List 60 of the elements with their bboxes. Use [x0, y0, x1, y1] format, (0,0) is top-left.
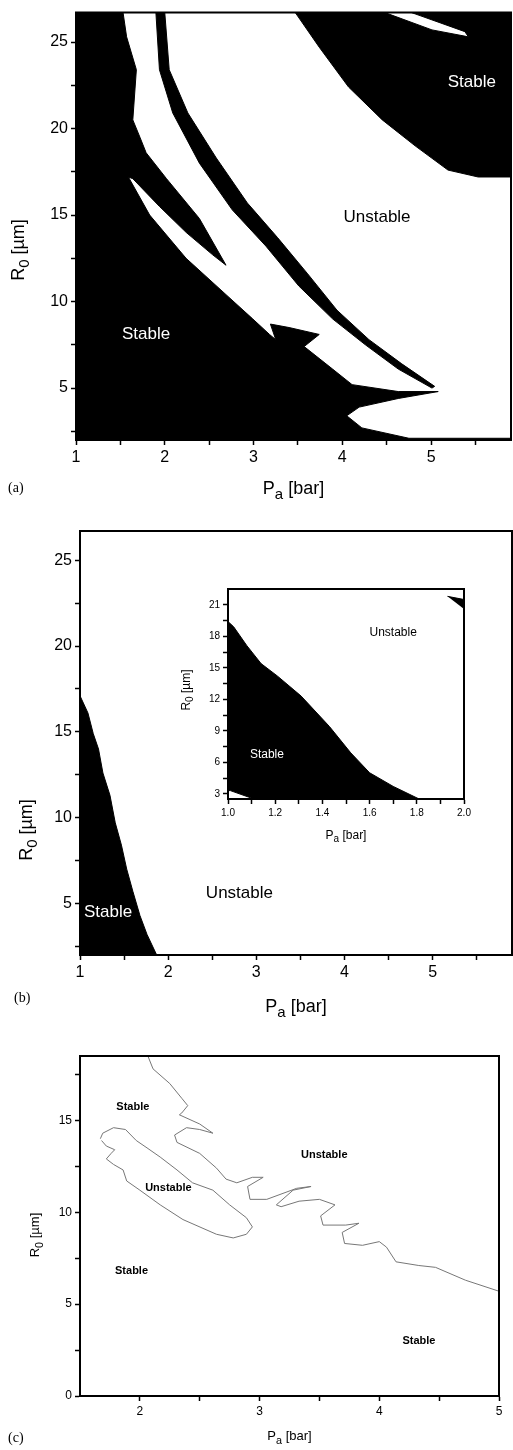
- y-tick-label: 18: [208, 630, 221, 641]
- y-tick-label: 3: [214, 787, 221, 799]
- x-tick-label: 1.6: [362, 806, 377, 818]
- annotation: Unstable: [205, 882, 273, 902]
- y-tick-label: 5: [63, 893, 73, 911]
- y-tick-label: 10: [54, 808, 73, 826]
- annotation: Stable: [115, 1263, 149, 1276]
- x-tick-label: 5: [426, 448, 436, 466]
- annotation: Unstable: [369, 625, 418, 640]
- annotation: Stable: [116, 1100, 150, 1113]
- annotation: Stable: [249, 747, 285, 762]
- y-tick-label: 15: [208, 661, 221, 673]
- y-tick-label: 15: [58, 1112, 73, 1127]
- x-axis-title: P$_{a}$ [bar]: [262, 478, 325, 502]
- annotation: Stable: [402, 1333, 436, 1346]
- x-tick-label: 4: [375, 1403, 383, 1418]
- x-tick-label: 3: [249, 448, 259, 466]
- annotation: Unstable: [145, 1181, 192, 1194]
- y-tick-label: 25: [50, 32, 69, 50]
- y-tick-label: 6: [214, 756, 221, 767]
- y-tick-label: 5: [59, 378, 69, 396]
- y-tick-label: 20: [54, 636, 73, 654]
- y-tick-label: 20: [50, 118, 69, 136]
- text: (a): [8, 480, 24, 496]
- x-axis-title: P$_{a}$ [bar]: [325, 827, 367, 845]
- x-tick-label: 5: [428, 963, 438, 981]
- x-tick-label: 3: [256, 1403, 264, 1418]
- y-tick-label: 12: [208, 693, 221, 704]
- x-axis-title: P$_{a}$ [bar]: [265, 996, 327, 1020]
- y-tick-label: 15: [50, 205, 69, 223]
- x-tick-label: 2: [163, 963, 173, 981]
- y-tick-label: 10: [50, 291, 69, 309]
- x-tick-label: 4: [340, 963, 350, 981]
- y-tick-label: 9: [214, 724, 221, 736]
- x-tick-label: 2.0: [457, 806, 472, 818]
- y-tick-label: 25: [54, 550, 73, 568]
- annotation: Stable: [447, 71, 496, 91]
- x-tick-label: 2: [136, 1403, 144, 1418]
- text: (c): [8, 1430, 24, 1446]
- text: (b): [14, 990, 31, 1006]
- y-tick-label: 21: [208, 598, 221, 610]
- x-tick-label: 1.4: [315, 806, 330, 818]
- annotation: Stable: [121, 324, 171, 344]
- y-tick-label: 5: [65, 1296, 73, 1311]
- x-tick-label: 1: [75, 963, 85, 981]
- x-tick-label: 1: [71, 448, 81, 466]
- x-tick-label: 3: [251, 963, 261, 981]
- annotation: Unstable: [343, 206, 411, 226]
- x-tick-label: 4: [337, 448, 347, 466]
- x-tick-label: 2: [160, 448, 170, 466]
- x-axis-title: P$_{a}$ [bar]: [267, 1428, 312, 1446]
- annotation: Stable: [83, 901, 133, 921]
- y-tick-label: 10: [58, 1204, 73, 1219]
- x-tick-label: 1.0: [221, 806, 236, 818]
- y-tick-label: 15: [54, 722, 73, 740]
- annotation: Unstable: [301, 1148, 348, 1161]
- x-tick-label: 5: [495, 1403, 503, 1418]
- x-tick-label: 1.8: [409, 806, 425, 818]
- x-tick-label: 1.2: [268, 806, 283, 818]
- y-tick-label: 0: [65, 1388, 73, 1403]
